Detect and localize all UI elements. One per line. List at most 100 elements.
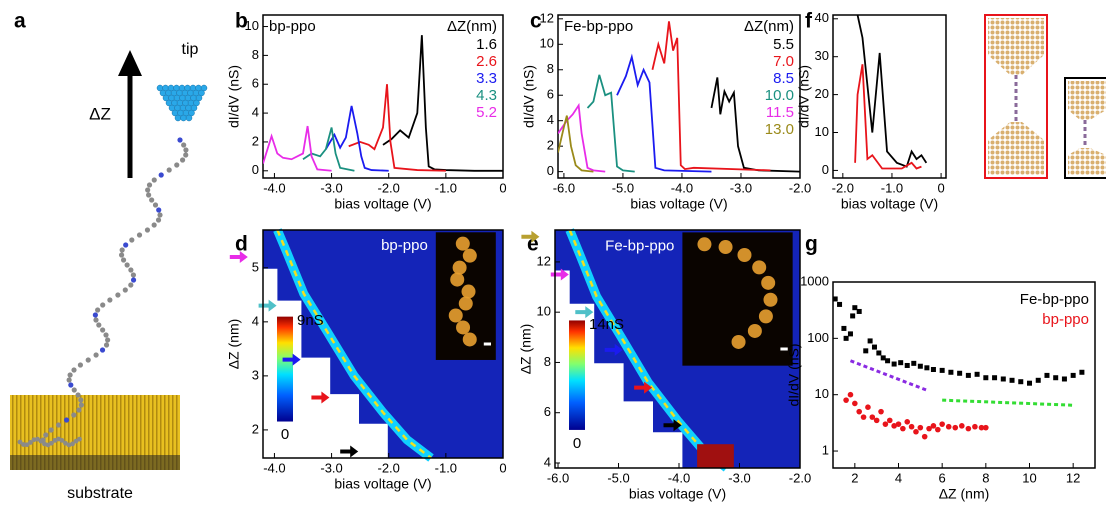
molecule-blob bbox=[718, 240, 733, 255]
y-tick-label: 6 bbox=[544, 404, 551, 419]
molecule-atom bbox=[67, 372, 73, 378]
x-tick-label: -2.0 bbox=[378, 180, 400, 195]
x-tick-label: -2.0 bbox=[378, 460, 400, 475]
plot-frame bbox=[262, 14, 504, 179]
molecule-atom bbox=[68, 382, 74, 388]
point bbox=[992, 375, 998, 381]
molecule-atom bbox=[136, 232, 143, 238]
x-tick-label: -1.0 bbox=[435, 180, 457, 195]
point bbox=[974, 371, 980, 377]
molecule-atom bbox=[181, 142, 187, 148]
point bbox=[1027, 380, 1032, 386]
molecule-blob bbox=[462, 332, 477, 347]
legend-entry: 7.0 bbox=[773, 53, 794, 70]
point bbox=[952, 424, 959, 431]
y-tick-label: 10 bbox=[537, 304, 551, 319]
x-axis-label: bias voltage (V) bbox=[334, 476, 431, 492]
marker-arrow bbox=[604, 343, 623, 356]
point bbox=[959, 423, 965, 429]
point bbox=[1009, 377, 1015, 383]
line bbox=[856, 15, 928, 168]
point bbox=[1018, 379, 1024, 385]
molecule-atom bbox=[77, 362, 84, 368]
molecule-blob bbox=[458, 296, 473, 311]
x-tick-label: -1.0 bbox=[435, 460, 457, 475]
y-tick-label: 8 bbox=[547, 61, 554, 76]
point bbox=[843, 335, 849, 341]
marker-arrow bbox=[550, 268, 569, 281]
point bbox=[860, 414, 867, 420]
point bbox=[852, 400, 858, 407]
point bbox=[1061, 376, 1067, 382]
point bbox=[882, 421, 889, 427]
legend-entry: 4.3 bbox=[476, 87, 497, 104]
molecule-atom bbox=[70, 441, 75, 447]
molecule-blob bbox=[763, 292, 778, 307]
point bbox=[900, 425, 906, 432]
molecule-atom bbox=[85, 357, 91, 363]
y-tick-label: 12 bbox=[537, 253, 551, 268]
point bbox=[837, 301, 843, 307]
conductance-ridge bbox=[568, 229, 728, 469]
point bbox=[869, 414, 876, 420]
y-tick-label: 6 bbox=[252, 76, 259, 91]
electrode bbox=[1068, 148, 1106, 175]
colorbar-label: 0 bbox=[281, 426, 289, 443]
point bbox=[895, 421, 902, 427]
point bbox=[847, 331, 853, 337]
point bbox=[948, 369, 954, 375]
molecule-atom bbox=[48, 427, 54, 433]
molecule-atom bbox=[156, 207, 162, 213]
y-tick-label: 3 bbox=[252, 367, 259, 382]
point bbox=[865, 404, 871, 410]
y-tick-label: 40 bbox=[815, 10, 829, 25]
molecule-atom bbox=[99, 347, 106, 353]
line bbox=[651, 21, 771, 172]
panel: c -6.0 -5.0 -4.0 -3.0 -2.0 0 2 4 6 8 10 12 bias volta… bbox=[521, 10, 812, 212]
line bbox=[586, 74, 635, 173]
point bbox=[930, 423, 937, 429]
marker-arrow bbox=[282, 353, 301, 366]
plot-frame bbox=[557, 14, 801, 179]
panel: d 9nS 0 bp-ppo -4.0 -3.0 -2.0 -1.0 0 2 3 4 5 bias vol… bbox=[226, 228, 507, 492]
line bbox=[558, 102, 606, 173]
line bbox=[382, 35, 503, 172]
molecule-atom bbox=[146, 192, 152, 198]
molecule-atom bbox=[93, 317, 99, 323]
x-tick-label: -3.0 bbox=[320, 180, 342, 195]
molecule-atom bbox=[77, 436, 82, 442]
y-tick-label: 30 bbox=[815, 48, 829, 63]
marker-arrow bbox=[311, 391, 330, 404]
molecule-atom bbox=[59, 437, 65, 443]
panel-label: b bbox=[235, 10, 248, 33]
point bbox=[898, 360, 904, 366]
molecule-atom bbox=[128, 267, 134, 273]
colorbar-label: 9nS bbox=[297, 312, 324, 329]
x-tick-label: 0 bbox=[499, 460, 506, 475]
x-tick-label: 2 bbox=[851, 470, 858, 485]
y-tick-label: 8 bbox=[544, 354, 551, 369]
point bbox=[871, 344, 877, 350]
point bbox=[965, 372, 971, 378]
electrode bbox=[988, 18, 1044, 75]
point bbox=[945, 423, 952, 430]
point bbox=[863, 348, 869, 354]
point bbox=[1079, 369, 1085, 375]
molecule-atom bbox=[73, 438, 79, 444]
panel: e 14nS 0 Fe-bp-ppo -6.0 -5.0 -4.0 -3.0 -2.0 4 6 8 10… bbox=[518, 228, 811, 502]
line bbox=[302, 127, 355, 172]
y-tick-label: 10 bbox=[815, 386, 829, 401]
plot-frame bbox=[262, 229, 504, 459]
point bbox=[891, 361, 897, 367]
legend-entry: 3.3 bbox=[476, 70, 497, 87]
point bbox=[983, 375, 989, 381]
molecule-atom bbox=[155, 217, 162, 223]
marker-arrow bbox=[340, 445, 359, 458]
molecule-atom bbox=[149, 197, 155, 203]
molecule-atom bbox=[122, 287, 128, 293]
y-tick-label: 2 bbox=[252, 133, 259, 148]
molecule-atom bbox=[130, 272, 136, 278]
molecule-atom bbox=[144, 227, 151, 233]
molecule-atom bbox=[123, 242, 129, 248]
molecule-atom bbox=[120, 257, 127, 263]
